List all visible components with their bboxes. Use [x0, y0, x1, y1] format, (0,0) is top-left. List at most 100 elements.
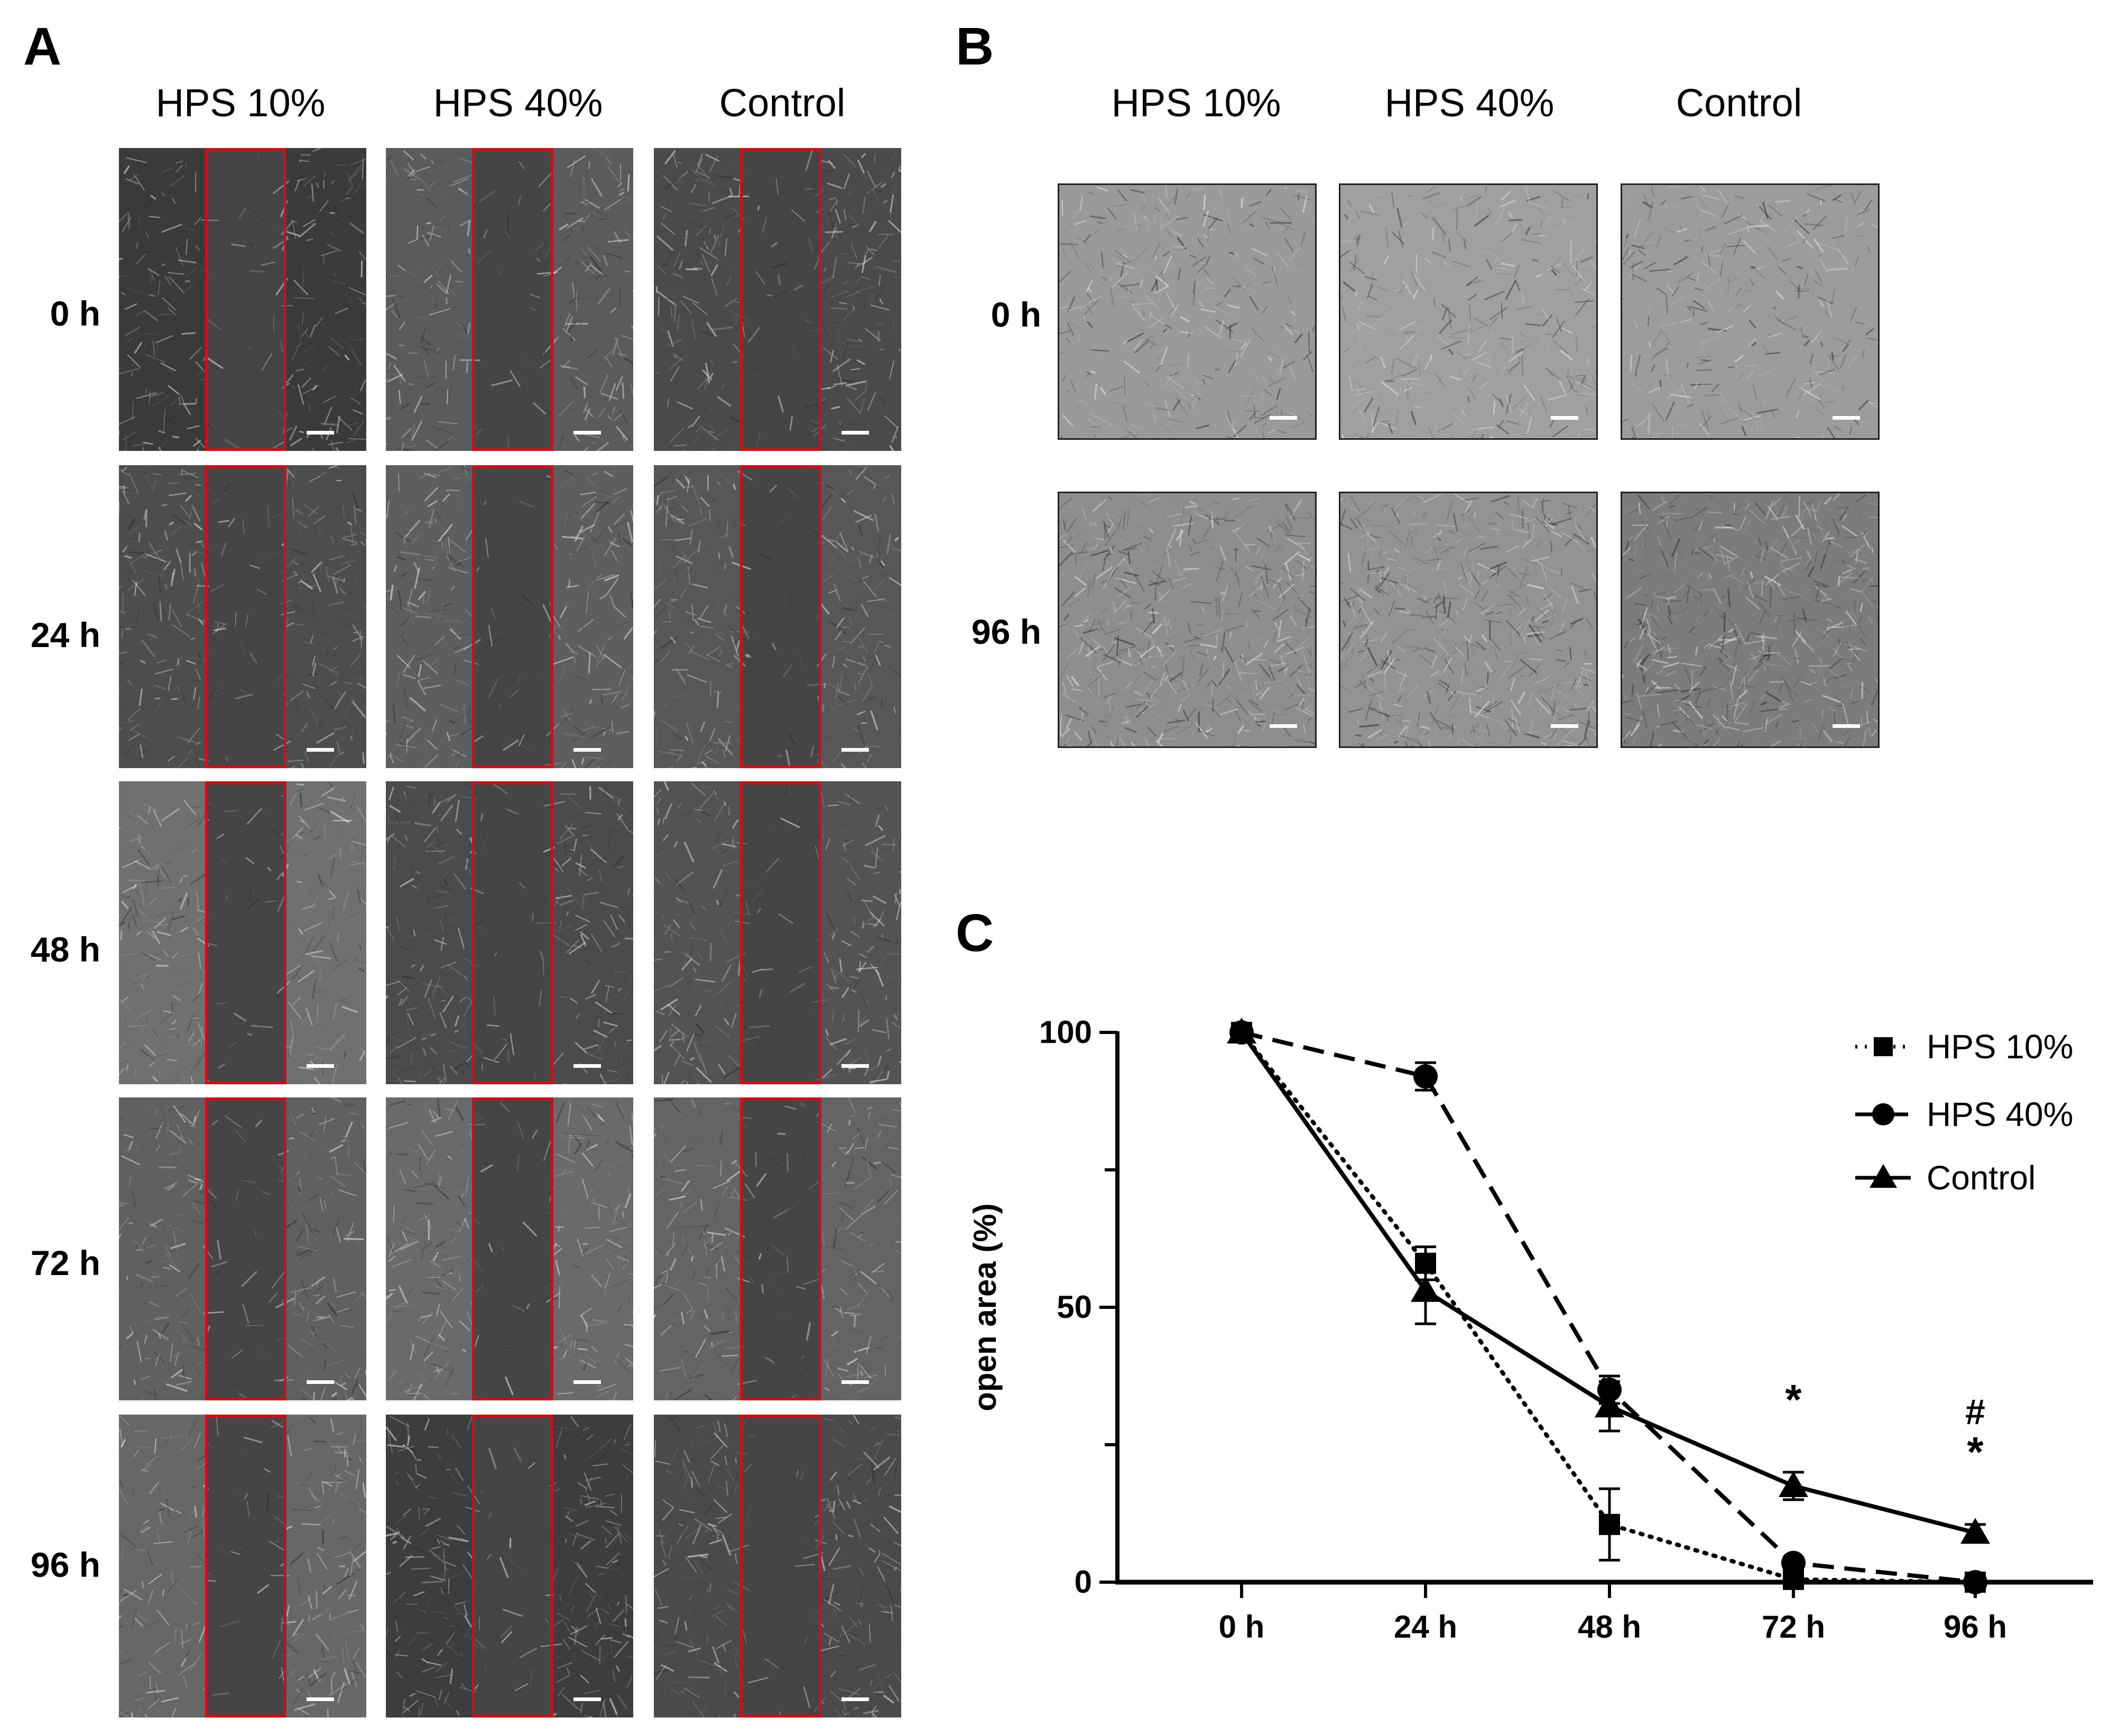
scale-bar: [573, 748, 601, 752]
data-point-control: [1960, 1518, 1990, 1544]
scale-bar: [841, 431, 869, 435]
scratch-region-box: [472, 1097, 553, 1400]
micrograph-a-0h-hps10: [119, 148, 366, 451]
panel-a-label: A: [23, 17, 62, 76]
legend-label: HPS 40%: [1927, 1095, 2073, 1133]
data-point-control: [1411, 1276, 1440, 1302]
legend-marker: [1870, 1164, 1897, 1188]
scale-bar: [1551, 416, 1578, 420]
scale-bar: [307, 1380, 334, 1384]
micrograph-a-96h-control: [654, 1415, 901, 1717]
scale-bar: [1833, 724, 1860, 728]
panel-b-row-0h: 0 h: [991, 295, 1041, 334]
micrograph-a-24h-hps40: [386, 465, 633, 768]
panel-b-col-control: Control: [1676, 81, 1802, 125]
x-tick-label: 96 h: [1944, 1609, 2007, 1645]
micrograph-a-96h-hps10: [119, 1415, 366, 1717]
scale-bar: [1551, 724, 1578, 728]
x-tick-label: 72 h: [1762, 1609, 1825, 1645]
panel-b-col-hps10: HPS 10%: [1111, 81, 1281, 125]
scratch-region-box: [740, 1097, 821, 1400]
micrograph-b-0h-hps40: [1339, 183, 1598, 440]
scratch-region-box: [472, 148, 553, 451]
micrograph-b-96h-hps40: [1339, 492, 1598, 748]
panel-b-col-hps40: HPS 40%: [1384, 81, 1555, 125]
significance-mark: *: [1967, 1428, 1984, 1475]
scale-bar: [307, 1064, 334, 1068]
scratch-region-box: [472, 465, 553, 768]
panel-b-row-96h: 96 h: [971, 612, 1041, 651]
panel-c-label: C: [956, 903, 994, 963]
micrograph-a-48h-control: [654, 781, 901, 1084]
micrograph-b-0h-control: [1621, 183, 1880, 440]
x-tick-label: 0 h: [1219, 1609, 1265, 1645]
micrograph-a-96h-hps40: [386, 1415, 633, 1717]
scale-bar: [307, 748, 334, 752]
micrograph-a-24h-control: [654, 465, 901, 768]
scale-bar: [841, 748, 869, 752]
scale-bar: [573, 1064, 601, 1068]
legend-marker: [1874, 1037, 1893, 1056]
series-line-0: [1239, 1030, 1977, 1584]
scale-bar: [841, 1697, 869, 1701]
scratch-region-box: [205, 781, 286, 1084]
data-point-hps-40-: [1963, 1570, 1987, 1594]
panel-a-row-72h: 72 h: [30, 1243, 100, 1282]
scale-bar: [1270, 724, 1297, 728]
panel-a-row-24h: 24 h: [30, 615, 100, 654]
micrograph-a-72h-hps10: [119, 1097, 366, 1400]
micrograph-a-48h-hps10: [119, 781, 366, 1084]
scratch-region-box: [740, 148, 821, 451]
panel-a-col-hps10: HPS 10%: [155, 81, 326, 125]
panel-a-row-0h: 0 h: [50, 294, 100, 333]
y-axis-label: open area (%): [967, 1203, 1003, 1411]
panel-a-col-control: Control: [719, 81, 846, 125]
data-point-control: [1227, 1018, 1256, 1044]
scale-bar: [573, 431, 601, 435]
scratch-region-box: [472, 1415, 553, 1717]
data-point-control: [1779, 1471, 1808, 1497]
micrograph-b-96h-control: [1621, 492, 1880, 748]
data-point-hps-40-: [1413, 1064, 1438, 1089]
panel-a-col-hps40: HPS 40%: [433, 81, 603, 125]
legend-marker: [1872, 1103, 1894, 1125]
y-tick-label: 100: [1039, 1014, 1092, 1050]
x-tick-label: 48 h: [1578, 1609, 1641, 1645]
micrograph-a-0h-hps40: [386, 148, 633, 451]
micrograph-b-96h-hps10: [1058, 492, 1317, 748]
significance-mark: #: [1965, 1392, 1985, 1432]
scale-bar: [307, 431, 334, 435]
scale-bar: [841, 1064, 869, 1068]
scratch-region-box: [740, 465, 821, 768]
micrograph-a-48h-hps40: [386, 781, 633, 1084]
scratch-region-box: [740, 1415, 821, 1717]
scratch-region-box: [205, 1097, 286, 1400]
x-tick-label: 24 h: [1394, 1609, 1457, 1645]
micrograph-a-24h-hps10: [119, 465, 366, 768]
scale-bar: [1833, 416, 1860, 420]
series-line-2: [1239, 1031, 1976, 1535]
scratch-region-box: [205, 465, 286, 768]
scratch-region-box: [205, 148, 286, 451]
micrograph-a-72h-control: [654, 1097, 901, 1400]
y-tick-label: 50: [1057, 1289, 1092, 1325]
y-tick-label: 0: [1075, 1564, 1092, 1600]
data-point-control: [1595, 1391, 1624, 1418]
micrograph-a-0h-control: [654, 148, 901, 451]
scratch-region-box: [740, 781, 821, 1084]
panel-b-label: B: [956, 17, 994, 76]
panel-a-row-96h: 96 h: [30, 1545, 100, 1584]
data-point-hps-40-: [1781, 1550, 1806, 1575]
significance-mark: *: [1785, 1376, 1802, 1423]
scale-bar: [841, 1380, 869, 1384]
data-point-hps-10-: [1599, 1513, 1620, 1535]
scale-bar: [573, 1697, 601, 1701]
scale-bar: [573, 1380, 601, 1384]
micrograph-b-0h-hps10: [1058, 183, 1317, 440]
micrograph-a-72h-hps40: [386, 1097, 633, 1400]
legend-label: HPS 10%: [1927, 1028, 2073, 1066]
panel-a-row-48h: 48 h: [30, 930, 100, 969]
scratch-region-box: [205, 1415, 286, 1717]
scratch-region-box: [472, 781, 553, 1084]
